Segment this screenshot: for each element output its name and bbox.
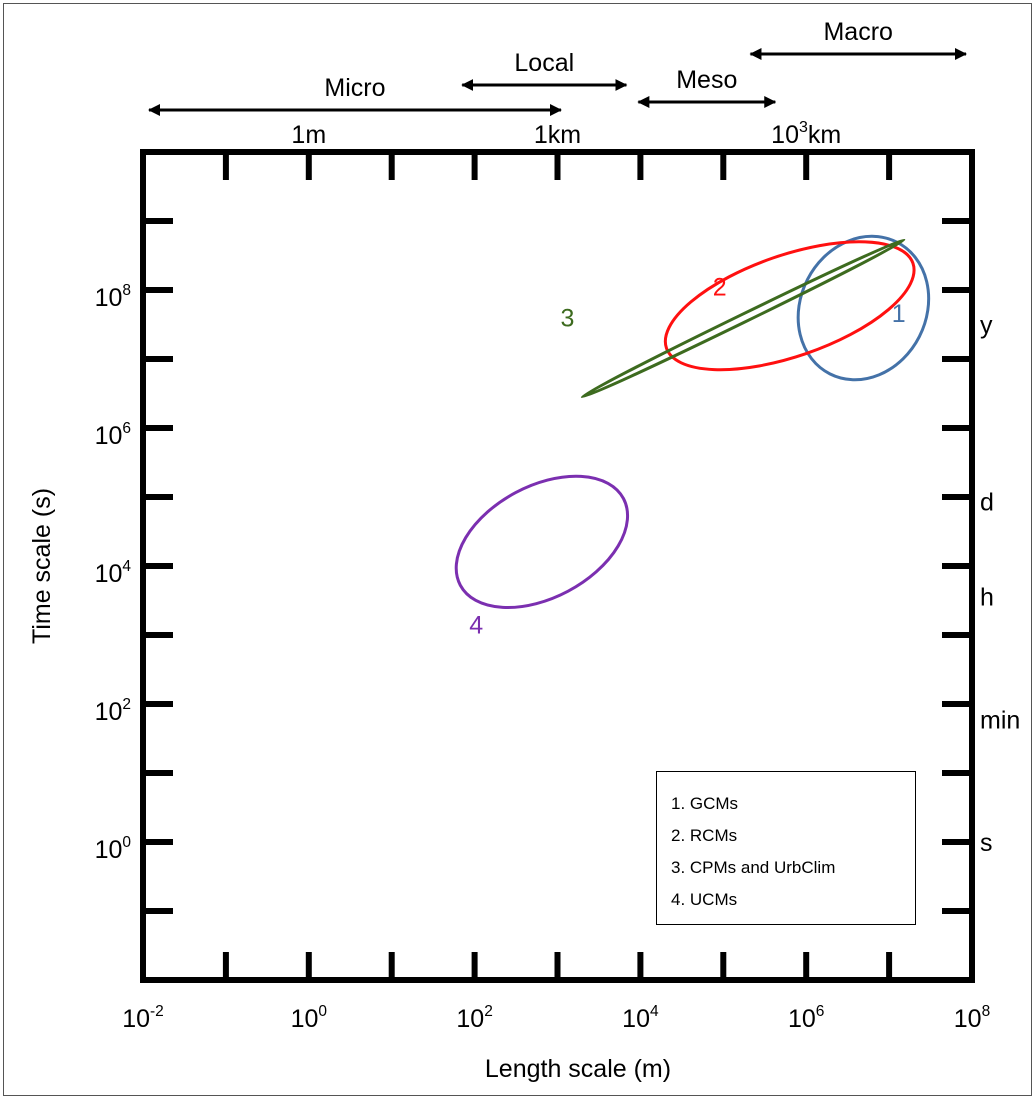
series-ellipses: 1 2 3 4	[454, 234, 931, 640]
legend-item-rcms: 2. RCMs	[671, 826, 738, 845]
ellipse-label-2: 2	[713, 274, 727, 302]
y-tick-label: 104	[95, 558, 132, 588]
ellipse-4	[454, 474, 630, 610]
ellipse-label-3: 3	[561, 304, 575, 332]
figure-frame	[3, 3, 1032, 1096]
range-label: Meso	[676, 66, 737, 94]
right-axis-label: h	[980, 584, 994, 612]
ellipse-label-1: 1	[892, 300, 906, 328]
ticks-layer	[140, 149, 975, 983]
right-axis-label: min	[980, 706, 1020, 734]
x-tick-label: 10-2	[122, 1003, 164, 1033]
x-tick-label: 100	[291, 1003, 328, 1033]
range-label: Local	[514, 49, 574, 77]
top-axis-label: 103km	[771, 119, 841, 149]
axis-labels: 10-2 100 102 104 106 108 100 102 104 106 108 1m 1km 1…	[95, 119, 1021, 1033]
x-tick-label: 102	[456, 1003, 492, 1033]
legend-item-cpms-urbclim: 3. CPMs and UrbClim	[671, 858, 836, 877]
y-tick-label: 102	[95, 696, 131, 726]
y-axis-title: Time scale (s)	[28, 488, 56, 644]
ellipse-2	[663, 240, 916, 372]
x-tick-label: 106	[788, 1003, 824, 1033]
y-tick-label: 100	[95, 834, 132, 864]
right-axis-label: s	[980, 829, 993, 857]
y-tick-label: 106	[95, 420, 131, 450]
x-tick-label: 108	[954, 1003, 990, 1033]
range-label: Micro	[324, 74, 385, 102]
right-axis-label: d	[980, 488, 994, 516]
x-axis-title: Length scale (m)	[485, 1055, 671, 1083]
top-axis-label: 1m	[291, 121, 326, 149]
x-tick-label: 104	[622, 1003, 659, 1033]
right-axis-label: y	[980, 312, 993, 340]
scale-ranges: Micro Local Meso Macro	[148, 18, 967, 116]
legend-item-ucms: 4. UCMs	[671, 890, 738, 909]
ellipse-3	[580, 238, 906, 399]
range-label: Macro	[823, 18, 892, 46]
legend: 1. GCMs 2. RCMs 3. CPMs and UrbClim 4. U…	[656, 771, 916, 925]
ellipse-label-4: 4	[469, 612, 483, 640]
top-axis-label: 1km	[534, 121, 581, 149]
legend-item-gcms: 1. GCMs	[671, 794, 739, 813]
y-tick-label: 108	[95, 282, 131, 312]
